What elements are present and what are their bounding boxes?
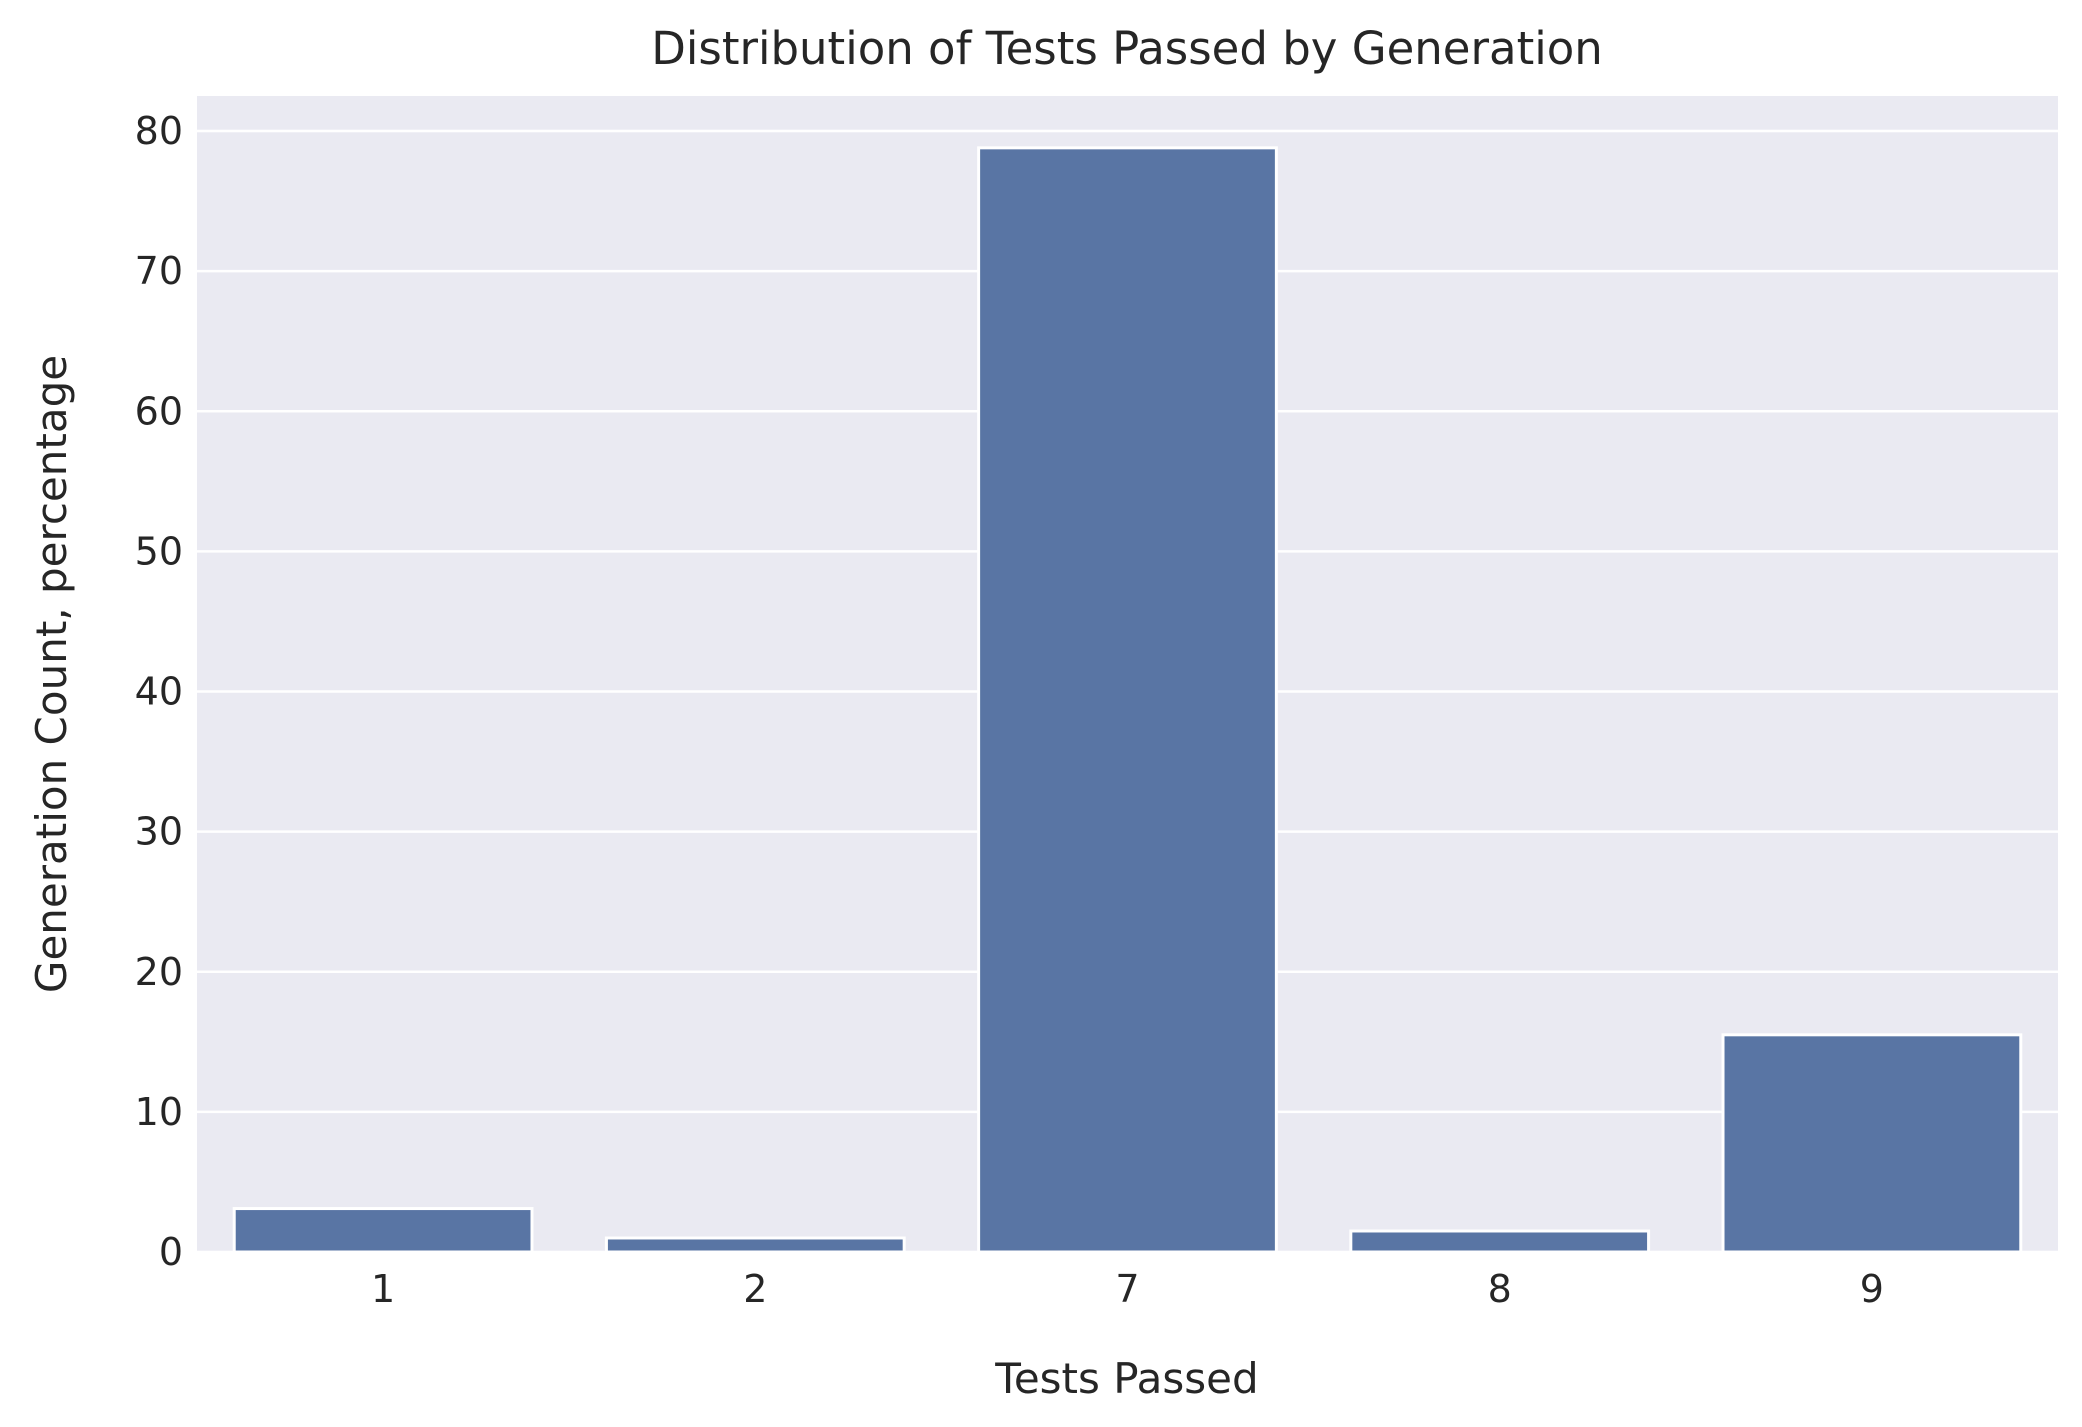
bar-7 <box>977 146 1278 1254</box>
y-axis-label: Generation Count, percentage <box>27 355 76 993</box>
x-tick-labels: 1 2 7 8 9 <box>371 1267 1884 1311</box>
bars <box>232 146 2023 1254</box>
x-axis-label: Tests Passed <box>994 1354 1258 1403</box>
bar-2 <box>604 1236 906 1254</box>
y-tick-label: 80 <box>135 109 183 153</box>
x-tick-label-7: 7 <box>1115 1267 1139 1311</box>
y-tick-label: 40 <box>135 670 183 714</box>
y-tick-label: 50 <box>135 529 183 573</box>
x-tick-label-9: 9 <box>1860 1267 1884 1311</box>
y-tick-label: 20 <box>135 950 183 994</box>
bar-8 <box>1349 1229 1651 1254</box>
y-tick-label: 10 <box>135 1090 183 1134</box>
bar-1 <box>232 1207 534 1254</box>
y-tick-label: 30 <box>135 810 183 854</box>
x-tick-label-1: 1 <box>371 1267 395 1311</box>
y-tick-label: 0 <box>159 1230 183 1274</box>
x-tick-label-2: 2 <box>743 1267 767 1311</box>
y-tick-label: 70 <box>135 249 183 293</box>
bar-9 <box>1721 1033 2023 1254</box>
y-tick-label: 60 <box>135 389 183 433</box>
y-tick-labels: 0 10 20 30 40 50 60 70 80 <box>135 109 183 1274</box>
chart-title: Distribution of Tests Passed by Generati… <box>651 22 1603 75</box>
x-tick-label-8: 8 <box>1488 1267 1512 1311</box>
